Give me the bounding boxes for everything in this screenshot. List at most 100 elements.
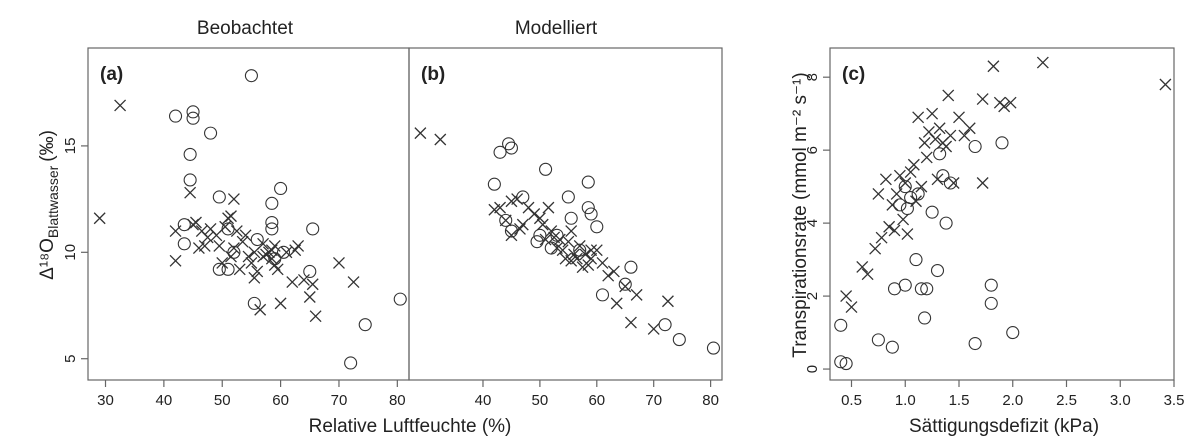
data-point-circle bbox=[901, 203, 913, 215]
chart-panel-2: (b) 40 50 60 70 80 bbox=[409, 48, 722, 409]
data-point-cross bbox=[220, 221, 231, 232]
x-tick-label: 40 bbox=[475, 392, 492, 409]
data-point-cross bbox=[597, 257, 608, 268]
data-point-cross bbox=[591, 245, 602, 256]
y-tick-label: 4 bbox=[804, 219, 821, 227]
data-point-cross bbox=[287, 277, 298, 288]
data-point-cross bbox=[902, 229, 913, 240]
data-point-cross bbox=[934, 123, 945, 134]
data-point-cross bbox=[225, 211, 236, 222]
data-point-cross bbox=[202, 232, 213, 243]
y-tick-label: 8 bbox=[804, 73, 821, 81]
chart-panel-1: (a) 30 40 50 60 70 80 5 10 15 bbox=[62, 48, 409, 409]
data-point-circle bbox=[275, 182, 287, 194]
data-point-cross bbox=[1037, 57, 1048, 68]
data-point-circle bbox=[359, 319, 371, 331]
data-point-circle bbox=[889, 283, 901, 295]
data-point-cross bbox=[911, 196, 922, 207]
data-point-cross bbox=[943, 90, 954, 101]
data-point-circle bbox=[503, 138, 515, 150]
data-point-cross bbox=[272, 264, 283, 275]
panel-label: (a) bbox=[100, 64, 123, 85]
data-point-circle bbox=[707, 342, 719, 354]
data-point-cross bbox=[269, 240, 280, 251]
data-point-circle bbox=[394, 293, 406, 305]
y-tick-label: 2 bbox=[804, 292, 821, 300]
data-point-cross bbox=[293, 240, 304, 251]
data-point-circle bbox=[565, 212, 577, 224]
data-point-cross bbox=[115, 100, 126, 111]
data-point-circle bbox=[266, 197, 278, 209]
data-point-cross bbox=[964, 123, 975, 134]
data-point-cross bbox=[870, 243, 881, 254]
x-tick-label: 80 bbox=[389, 392, 406, 409]
data-point-circle bbox=[304, 265, 316, 277]
data-point-cross bbox=[887, 199, 898, 210]
data-point-cross bbox=[500, 215, 511, 226]
y-tick-label: 0 bbox=[804, 365, 821, 373]
panel-label: (c) bbox=[842, 64, 865, 85]
data-point-cross bbox=[999, 101, 1010, 112]
data-point-circle bbox=[184, 148, 196, 160]
data-point-circle bbox=[170, 110, 182, 122]
data-point-cross bbox=[977, 177, 988, 188]
data-point-circle bbox=[184, 174, 196, 186]
data-point-cross bbox=[94, 213, 105, 224]
x-tick-label: 50 bbox=[532, 392, 549, 409]
x-tick-label: 3.5 bbox=[1164, 392, 1185, 409]
data-point-circle bbox=[582, 176, 594, 188]
y-tick-label: 5 bbox=[62, 355, 79, 363]
data-point-cross bbox=[310, 311, 321, 322]
data-point-cross bbox=[884, 221, 895, 232]
data-point-cross bbox=[603, 270, 614, 281]
data-point-circle bbox=[919, 312, 931, 324]
data-point-cross bbox=[415, 128, 426, 139]
data-point-circle bbox=[886, 341, 898, 353]
data-point-circle bbox=[540, 163, 552, 175]
data-point-circle bbox=[345, 357, 357, 369]
data-point-circle bbox=[921, 283, 933, 295]
data-point-cross bbox=[880, 174, 891, 185]
data-point-cross bbox=[563, 236, 574, 247]
data-point-cross bbox=[927, 108, 938, 119]
data-point-circle bbox=[1007, 327, 1019, 339]
data-point-cross bbox=[435, 134, 446, 145]
y-axis-title-ab: Δ¹⁸OBlattwasser(‰) bbox=[37, 130, 61, 280]
y-tick-label: 10 bbox=[62, 244, 79, 261]
data-point-circle bbox=[596, 289, 608, 301]
data-point-circle bbox=[996, 137, 1008, 149]
data-point-cross bbox=[898, 214, 909, 225]
data-point-circle bbox=[969, 338, 981, 350]
y-tick-label: 15 bbox=[62, 138, 79, 155]
chart-panel-3: (c) 0.5 1.0 1.5 2.0 2.5 3.0 3.5 0 2 4 6 8 bbox=[804, 48, 1184, 409]
data-point-circle bbox=[245, 70, 257, 82]
data-point-circle bbox=[932, 265, 944, 277]
data-point-cross bbox=[894, 170, 905, 181]
data-point-cross bbox=[988, 61, 999, 72]
data-point-cross bbox=[846, 302, 857, 313]
data-point-circle bbox=[985, 279, 997, 291]
x-tick-label: 60 bbox=[588, 392, 605, 409]
data-point-cross bbox=[304, 292, 315, 303]
x-tick-label: 3.0 bbox=[1110, 392, 1131, 409]
x-tick-label: 1.5 bbox=[949, 392, 970, 409]
data-point-cross bbox=[517, 219, 528, 230]
data-point-circle bbox=[205, 127, 217, 139]
data-point-cross bbox=[841, 291, 852, 302]
x-tick-label: 2.5 bbox=[1056, 392, 1077, 409]
data-point-cross bbox=[948, 177, 959, 188]
data-point-cross bbox=[891, 188, 902, 199]
data-point-cross bbox=[631, 289, 642, 300]
data-point-cross bbox=[225, 251, 236, 262]
data-point-cross bbox=[1005, 97, 1016, 108]
panel-frame bbox=[830, 48, 1174, 380]
data-point-cross bbox=[170, 226, 181, 237]
data-point-cross bbox=[959, 130, 970, 141]
data-point-circle bbox=[307, 223, 319, 235]
data-point-circle bbox=[251, 234, 263, 246]
x-tick-label: 0.5 bbox=[841, 392, 862, 409]
data-point-cross bbox=[185, 187, 196, 198]
data-point-circle bbox=[178, 238, 190, 250]
plot-area: (a)30 40 50 60 70 8051015(b)40 50 60 70 80(c)0.5 1… bbox=[62, 48, 1184, 409]
